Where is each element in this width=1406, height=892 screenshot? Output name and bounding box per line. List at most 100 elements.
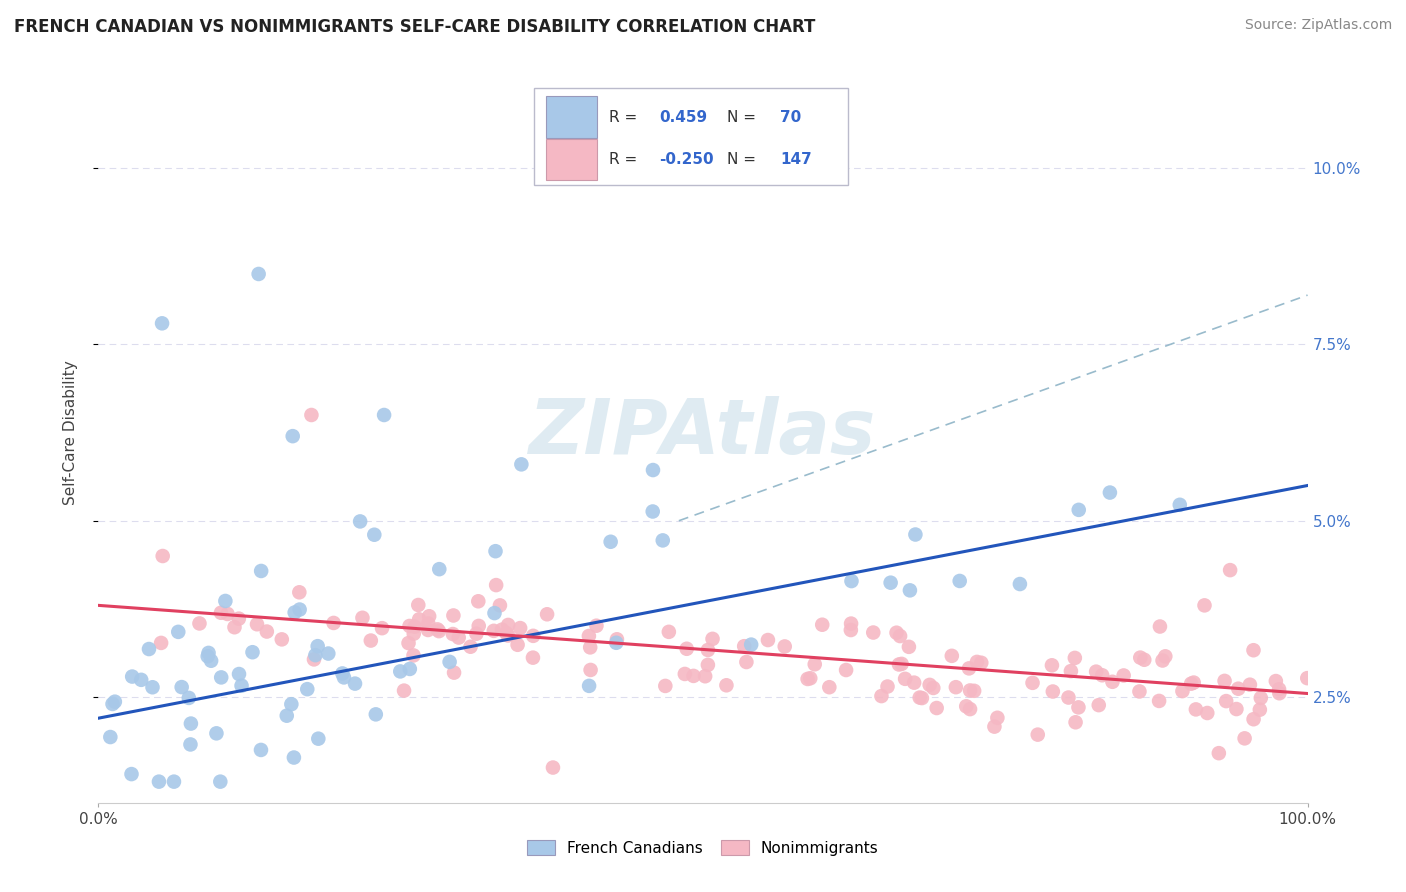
Point — [1194, 599, 1216, 613]
Point — [392, 683, 415, 698]
Point — [228, 612, 250, 626]
Point — [1233, 731, 1256, 746]
Point — [1225, 702, 1247, 716]
Point — [908, 690, 931, 705]
Point — [887, 657, 910, 672]
Point — [418, 609, 440, 624]
Point — [1171, 684, 1194, 698]
Point — [1243, 643, 1265, 657]
Point — [496, 618, 519, 632]
Point — [897, 640, 920, 654]
Point — [970, 656, 993, 670]
Point — [835, 663, 858, 677]
Point — [695, 669, 717, 683]
Point — [209, 774, 232, 789]
Point — [439, 655, 461, 669]
Point — [796, 672, 818, 686]
Point — [682, 669, 704, 683]
Point — [918, 678, 941, 692]
Point — [163, 774, 186, 789]
Point — [426, 623, 449, 637]
Point — [281, 429, 304, 443]
Point — [465, 626, 488, 640]
Point — [1197, 706, 1219, 720]
Text: R =: R = — [609, 110, 641, 125]
Point — [250, 564, 273, 578]
Point — [121, 767, 143, 781]
Point — [1152, 653, 1174, 667]
Point — [1063, 651, 1085, 665]
Point — [1026, 728, 1049, 742]
Point — [246, 617, 269, 632]
Point — [170, 680, 193, 694]
Point — [188, 616, 211, 631]
Point — [467, 619, 489, 633]
Point — [485, 578, 508, 592]
Point — [839, 623, 862, 637]
Point — [349, 515, 371, 529]
Point — [200, 654, 222, 668]
Point — [205, 726, 228, 740]
Point — [141, 680, 163, 694]
Text: R =: R = — [609, 152, 641, 167]
Point — [104, 695, 127, 709]
Point — [283, 750, 305, 764]
Point — [167, 624, 190, 639]
Point — [1180, 676, 1202, 690]
Text: ZIPAtlas: ZIPAtlas — [529, 396, 877, 469]
Point — [1008, 577, 1031, 591]
Point — [1057, 690, 1080, 705]
Point — [578, 629, 600, 643]
Point — [1098, 485, 1121, 500]
Point — [922, 681, 945, 695]
Point — [862, 625, 884, 640]
Point — [1215, 694, 1237, 708]
Point — [1133, 653, 1156, 667]
Text: 70: 70 — [780, 110, 801, 125]
Point — [217, 607, 239, 621]
Point — [288, 585, 311, 599]
Point — [482, 624, 505, 638]
Point — [1239, 678, 1261, 692]
Point — [811, 617, 834, 632]
Point — [332, 666, 354, 681]
Point — [966, 655, 988, 669]
Point — [803, 657, 825, 672]
Point — [1250, 690, 1272, 705]
Point — [522, 629, 544, 643]
Point — [1213, 673, 1236, 688]
Point — [427, 624, 450, 639]
Point — [578, 679, 600, 693]
Point — [818, 680, 841, 694]
Point — [673, 667, 696, 681]
Point — [489, 599, 512, 613]
Point — [371, 621, 394, 635]
Point — [1219, 563, 1241, 577]
Point — [441, 608, 464, 623]
Point — [364, 707, 387, 722]
Point — [716, 678, 738, 692]
Point — [491, 623, 513, 637]
Point — [270, 632, 292, 647]
Point — [949, 574, 972, 588]
Point — [599, 534, 621, 549]
Point — [352, 611, 374, 625]
Point — [242, 645, 264, 659]
Point — [441, 627, 464, 641]
Point — [247, 267, 270, 281]
Point — [1227, 681, 1250, 696]
Point — [495, 626, 517, 640]
Point — [180, 716, 202, 731]
Point — [402, 626, 425, 640]
Point — [1067, 700, 1090, 714]
Point — [1147, 694, 1170, 708]
Point — [579, 663, 602, 677]
Point — [579, 640, 602, 655]
Point — [343, 676, 366, 690]
Point — [1042, 684, 1064, 698]
Point — [740, 638, 762, 652]
Point — [702, 632, 724, 646]
Point — [1064, 715, 1087, 730]
Point — [150, 316, 173, 330]
Point — [1128, 684, 1150, 698]
